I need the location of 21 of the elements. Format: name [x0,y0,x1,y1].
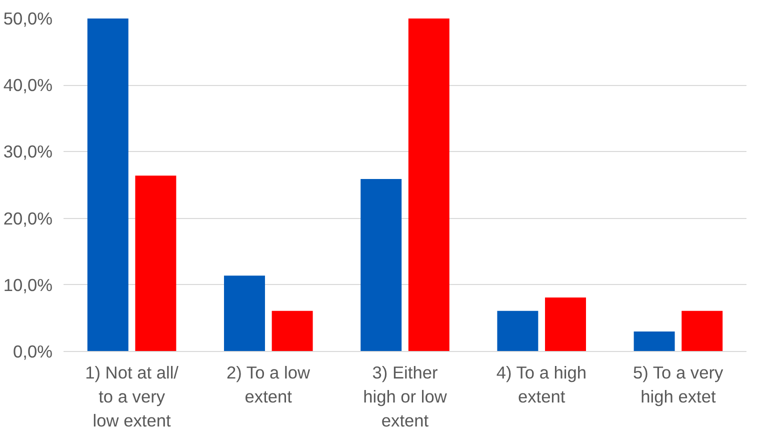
bar [634,332,675,352]
y-tick-label: 0,0% [13,342,53,362]
bar [545,298,586,352]
y-tick-label: 10,0% [3,274,53,295]
x-tick-label: 1) Not at all/ to a very low extent [85,362,179,430]
bar [224,276,265,352]
bar [682,310,723,352]
bar [87,18,128,352]
x-tick-label: 3) Either high or low extent [363,362,448,430]
bar [272,310,313,352]
bar [408,18,450,352]
x-tick-label: 5) To a very high extet [632,362,724,406]
x-tick-label: 4) To a high extent [496,362,587,406]
bar [497,310,538,352]
y-tick-label: 40,0% [3,75,53,96]
bar [360,179,402,352]
y-tick-label: 50,0% [3,8,53,28]
x-tick-label: 2) To a low extent [226,362,310,406]
y-tick-label: 30,0% [3,142,53,162]
bar [135,176,176,352]
y-tick-label: 20,0% [3,208,53,228]
